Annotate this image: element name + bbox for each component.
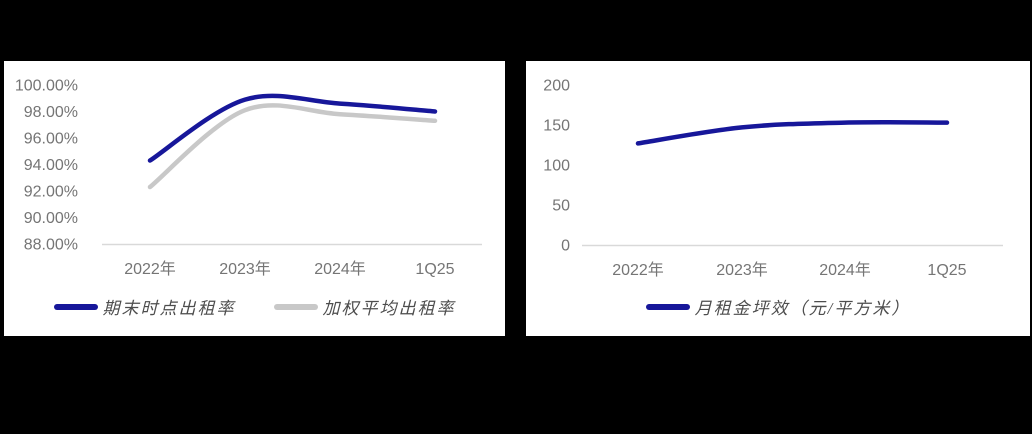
x-tick-label: 2024年: [314, 260, 366, 278]
x-tick-label: 1Q25: [415, 261, 454, 278]
y-tick-label: 94.00%: [24, 157, 78, 174]
rent-chart-plot: 200 150 100 50 0 2022年 2023年 2024年 1Q25: [543, 78, 1003, 279]
y-tick-label: 150: [543, 118, 570, 135]
x-tick-label: 2022年: [124, 260, 176, 278]
x-tick-label: 2024年: [819, 261, 871, 279]
series-line: [147, 103, 438, 190]
x-tick-label: 2023年: [219, 260, 271, 278]
y-tick-label: 0: [561, 238, 570, 255]
y-tick-label: 100: [543, 158, 570, 175]
rent-chart-panel: 200 150 100 50 0 2022年 2023年 2024年 1Q25 月租金坪效（元/…: [526, 61, 1030, 336]
occupancy-chart-plot: 100.00% 98.00% 96.00% 94.00% 92.00% 90.00% 88.…: [15, 78, 482, 278]
series-line: [147, 93, 438, 163]
y-tick-label: 50: [552, 198, 570, 215]
occupancy-chart-panel: 100.00% 98.00% 96.00% 94.00% 92.00% 90.00% 88.…: [4, 61, 505, 336]
y-tick-label: 98.00%: [24, 104, 78, 121]
y-tick-label: 100.00%: [15, 78, 78, 95]
y-tick-label: 200: [543, 78, 570, 95]
y-tick-label: 88.00%: [24, 237, 78, 254]
x-tick-label: 1Q25: [927, 262, 966, 279]
x-tick-label: 2022年: [612, 261, 664, 279]
y-tick-label: 90.00%: [24, 210, 78, 227]
series-line: [635, 119, 950, 146]
y-tick-label: 96.00%: [24, 131, 78, 148]
y-tick-label: 92.00%: [24, 184, 78, 201]
x-tick-label: 2023年: [716, 261, 768, 279]
